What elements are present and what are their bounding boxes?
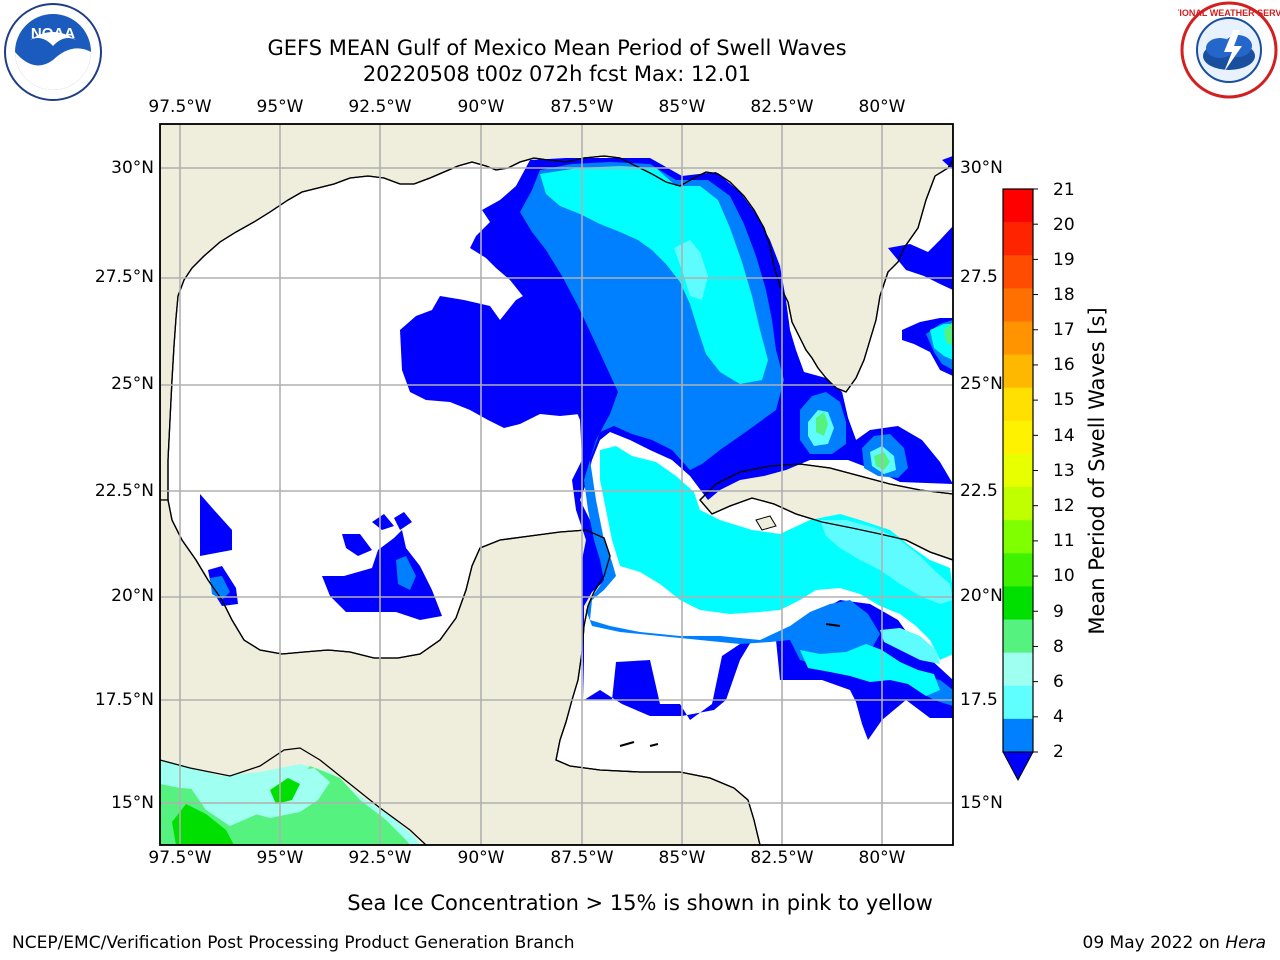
colorbar-tick: 20 bbox=[1053, 215, 1075, 235]
lat-label-left: 15°N bbox=[111, 793, 154, 813]
swell-8-9s bbox=[674, 240, 953, 664]
lon-label-top: 95°W bbox=[256, 97, 304, 117]
lon-label-top: 80°W bbox=[858, 97, 906, 117]
lat-label-right: 15°N bbox=[960, 793, 1003, 813]
lon-label-top: 90°W bbox=[457, 97, 505, 117]
colorbar-label: Mean Period of Swell Waves [s] bbox=[1085, 307, 1109, 635]
lat-label-left: 30°N bbox=[111, 158, 154, 178]
lon-label-bottom: 95°W bbox=[256, 848, 304, 868]
colorbar-swatch bbox=[1003, 718, 1033, 753]
colorbar-tick: 6 bbox=[1053, 672, 1064, 692]
caption: Sea Ice Concentration > 15% is shown in … bbox=[347, 891, 933, 915]
footer-date-text: 09 May 2022 on bbox=[1082, 933, 1226, 953]
colorbar-tick: 11 bbox=[1053, 531, 1075, 551]
colorbar-swatch bbox=[1003, 288, 1033, 322]
colorbar-tick: 2 bbox=[1053, 742, 1064, 762]
lon-label-bottom: 97.5°W bbox=[148, 848, 212, 868]
colorbar-tick: 16 bbox=[1053, 355, 1075, 375]
lat-label-left: 25°N bbox=[111, 374, 154, 394]
map-frame bbox=[159, 123, 954, 846]
lat-label-right: 22.5 bbox=[960, 481, 998, 501]
colorbar-tick: 10 bbox=[1053, 566, 1075, 586]
lon-label-bottom: 87.5°W bbox=[550, 848, 614, 868]
colorbar-swatch bbox=[1003, 387, 1033, 422]
colorbar-swatch bbox=[1003, 652, 1033, 687]
colorbar-tick: 17 bbox=[1053, 320, 1075, 340]
lat-label-right: 27.5 bbox=[960, 267, 998, 287]
lat-label-left: 20°N bbox=[111, 586, 154, 606]
colorbar-swatch bbox=[1003, 255, 1033, 289]
lat-label-right: 20°N bbox=[960, 586, 1003, 606]
lon-label-top: 82.5°W bbox=[750, 97, 814, 117]
footer-date: 09 May 2022 on Hera bbox=[1083, 933, 1267, 953]
lon-label-bottom: 92.5°W bbox=[348, 848, 412, 868]
colorbar-tick: 8 bbox=[1053, 637, 1064, 657]
colorbar-swatch bbox=[1003, 420, 1033, 455]
colorbar-swatch bbox=[1003, 354, 1033, 389]
colorbar-tick: 19 bbox=[1053, 250, 1075, 270]
colorbar-tick: 4 bbox=[1053, 707, 1064, 727]
colorbar-tick: 12 bbox=[1053, 496, 1075, 516]
lon-label-top: 92.5°W bbox=[348, 97, 412, 117]
lat-label-left: 22.5°N bbox=[94, 481, 154, 501]
colorbar-swatch bbox=[1003, 321, 1033, 356]
colorbar-swatch bbox=[1003, 487, 1033, 521]
colorbar-swatch bbox=[1003, 586, 1033, 621]
colorbar-swatch bbox=[1003, 453, 1033, 488]
lat-label-right: 30°N bbox=[960, 158, 1003, 178]
colorbar-tick: 15 bbox=[1053, 390, 1075, 410]
lat-label-left: 27.5°N bbox=[94, 267, 154, 287]
footer-credit: NCEP/EMC/Verification Post Processing Pr… bbox=[12, 933, 575, 953]
colorbar-swatch bbox=[1003, 222, 1033, 256]
lon-label-top: 85°W bbox=[658, 97, 706, 117]
graticule bbox=[160, 124, 953, 845]
colorbar-swatch bbox=[1003, 553, 1033, 587]
svg-text:NATIONAL WEATHER SERVICE: NATIONAL WEATHER SERVICE bbox=[1178, 8, 1280, 18]
lon-label-bottom: 85°W bbox=[658, 848, 706, 868]
colorbar-tick: 18 bbox=[1053, 285, 1075, 305]
colorbar-tick: 9 bbox=[1053, 602, 1064, 622]
colorbar-tick: 21 bbox=[1053, 180, 1075, 200]
lon-label-top: 97.5°W bbox=[148, 97, 212, 117]
map-title: GEFS MEAN Gulf of Mexico Mean Period of … bbox=[267, 36, 847, 60]
colorbar-tick: 14 bbox=[1053, 426, 1075, 446]
map-subtitle: 20220508 t00z 072h fcst Max: 12.01 bbox=[362, 62, 752, 86]
footer-host: Hera bbox=[1225, 933, 1266, 953]
colorbar bbox=[1002, 188, 1038, 782]
colorbar-swatch bbox=[1003, 685, 1033, 720]
colorbar-tick: 13 bbox=[1053, 461, 1075, 481]
swell-6-8s bbox=[540, 166, 953, 696]
nws-logo: NATIONAL WEATHER SERVICE bbox=[1178, 0, 1280, 100]
lat-label-right: 25°N bbox=[960, 374, 1003, 394]
lon-label-top: 87.5°W bbox=[550, 97, 614, 117]
lat-label-right: 17.5 bbox=[960, 690, 998, 710]
lon-label-bottom: 80°W bbox=[858, 848, 906, 868]
colorbar-swatch bbox=[1003, 619, 1033, 654]
lon-label-bottom: 90°W bbox=[457, 848, 505, 868]
map-area bbox=[160, 124, 953, 845]
colorbar-swatch bbox=[1003, 520, 1033, 554]
colorbar-extend-triangle bbox=[1002, 751, 1034, 782]
lon-label-bottom: 82.5°W bbox=[750, 848, 814, 868]
noaa-logo-text: NOAA bbox=[31, 25, 75, 42]
colorbar-swatch bbox=[1003, 189, 1033, 223]
noaa-logo: NOAA bbox=[2, 2, 104, 102]
lat-label-left: 17.5°N bbox=[94, 690, 154, 710]
